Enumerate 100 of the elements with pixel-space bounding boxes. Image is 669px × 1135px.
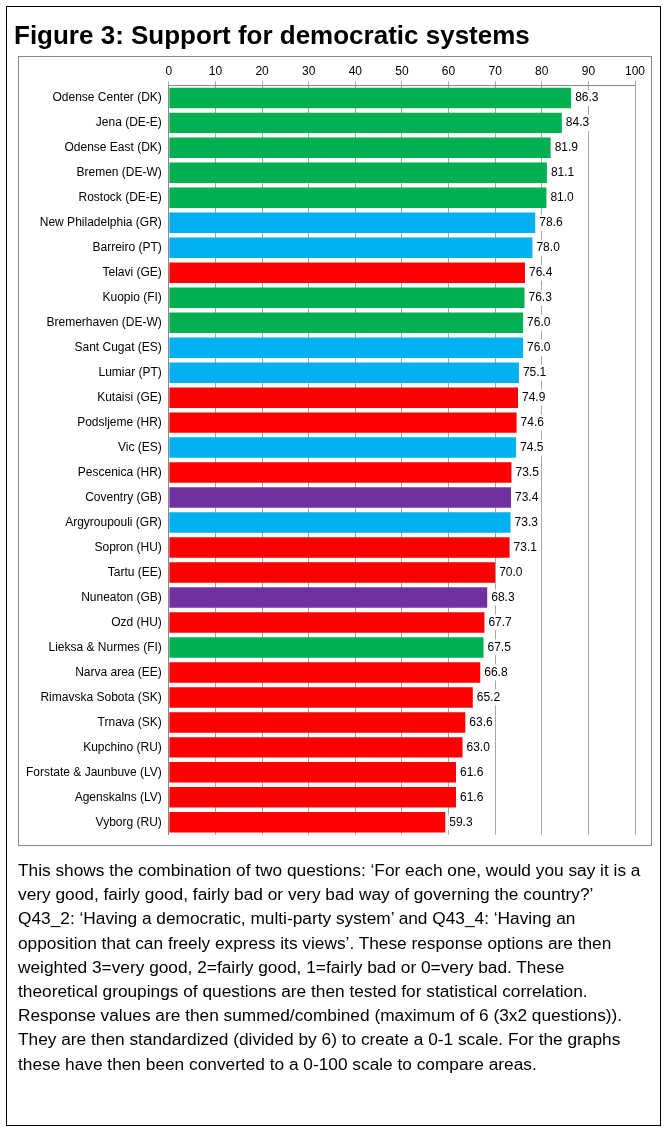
data-label: 63.0: [466, 739, 491, 754]
bar: [169, 137, 551, 159]
y-tick-label: Vyborg (RU): [95, 814, 162, 829]
bar: [169, 337, 524, 358]
x-tick-label: 80: [535, 63, 549, 78]
bar: [169, 312, 524, 333]
data-label: 76.4: [528, 265, 553, 280]
data-label: 61.6: [460, 764, 484, 779]
y-tick-label: Tartu (EE): [107, 564, 162, 579]
bar: [169, 237, 533, 259]
bar: [169, 412, 517, 433]
y-tick-label: Kupchino (RU): [83, 739, 162, 754]
x-tick-label: 90: [581, 63, 596, 78]
bar: [169, 487, 511, 508]
data-label: 73.1: [513, 539, 538, 554]
y-tick-label: Agenskalns (LV): [74, 789, 162, 804]
data-label: 70.0: [499, 564, 523, 579]
bar: [169, 587, 488, 608]
y-tick-label: Bremen (DE-W): [76, 165, 162, 180]
bar: [169, 762, 456, 783]
data-label: 74.9: [521, 389, 546, 404]
y-tick-label: Barreiro (PT): [92, 240, 162, 255]
data-label: 76.0: [527, 315, 551, 330]
data-label: 61.6: [460, 789, 484, 804]
y-tick-label: Argyroupouli (GR): [65, 514, 162, 529]
data-label: 76.3: [528, 290, 553, 305]
y-tick-label: Lumiar (PT): [98, 364, 162, 379]
data-label: 74.6: [520, 414, 545, 429]
data-label: 63.6: [469, 714, 493, 729]
y-tick-label: Jena (DE-E): [95, 115, 162, 130]
y-tick-label: Lieksa & Nurmes (FI): [48, 639, 162, 654]
y-tick-label: Rostock (DE-E): [78, 190, 162, 205]
x-tick-label: 100: [624, 63, 646, 78]
bar: [169, 162, 547, 184]
data-label: 74.5: [520, 439, 544, 454]
x-tick-label: 20: [255, 63, 270, 78]
data-label: 81.1: [550, 165, 575, 180]
bar: [169, 662, 481, 683]
data-label: 73.3: [514, 514, 539, 529]
y-tick-label: New Philadelphia (GR): [39, 215, 162, 230]
y-tick-label: Podsljeme (HR): [77, 414, 162, 429]
bar: [169, 512, 511, 533]
y-tick-label: Kutaisi (GE): [97, 389, 162, 404]
chart-title: Figure 3: Support for democratic systems: [14, 20, 530, 51]
bar: [169, 212, 536, 234]
bar: [169, 362, 519, 383]
y-tick-label: Odense Center (DK): [52, 90, 162, 105]
x-tick-label: 0: [165, 63, 173, 78]
y-tick-label: Pescenica (HR): [77, 464, 162, 479]
y-tick-label: Rimavska Sobota (SK): [40, 689, 162, 704]
data-label: 65.2: [476, 689, 501, 704]
bar: [169, 637, 484, 658]
bar: [169, 187, 547, 209]
bar: [169, 737, 463, 758]
bar: [169, 287, 525, 308]
data-label: 86.3: [575, 90, 599, 105]
bar: [169, 562, 496, 583]
y-tick-label: Vic (ES): [118, 439, 162, 454]
data-label: 81.0: [550, 190, 575, 205]
bar: [169, 387, 518, 408]
data-label: 75.1: [522, 364, 547, 379]
bar: [169, 437, 517, 458]
bar: [169, 687, 473, 708]
bar: [169, 462, 512, 483]
y-tick-label: Bremerhaven (DE-W): [46, 315, 162, 330]
x-tick-label: 30: [302, 63, 316, 78]
x-tick-label: 40: [348, 63, 363, 78]
data-label: 78.0: [536, 240, 561, 255]
x-tick-label: 50: [395, 63, 409, 78]
x-tick-label: 70: [488, 63, 503, 78]
y-tick-label: Narva area (EE): [75, 664, 162, 679]
data-label: 73.4: [515, 489, 539, 504]
bar: [169, 812, 446, 833]
y-tick-label: Trnava (SK): [97, 714, 162, 729]
y-tick-label: Forstate & Jaunbuve (LV): [26, 764, 162, 779]
text: This shows the combination of two questions: ‘For each one, would you say it is a very good, fairly good, fairly bad or very bad way of governing the country?’ Q43_2: ‘Having a democratic, multi-party system’ and Q43_4: ‘Having an opposition that can freely express its views’. These response options are then weighted 3=very good, 2=fairly good, 1=fairly bad or 0=very bad. These theoretical groupings of questions are then tested for statistical correlation. Response values are then summed/combined (maximum of 6 (3x2 questions)). They are then standardized (divided by 6) to create a 0-1 scale. For the graphs these have then been converted to a 0-100 scale to compare areas.: [18, 860, 641, 1074]
data-label: 84.3: [565, 115, 590, 130]
bar: [169, 712, 466, 733]
bar: [169, 112, 562, 134]
y-tick-label: Kuopio (FI): [102, 290, 162, 305]
bar: [169, 787, 456, 808]
data-label: 67.5: [487, 639, 512, 654]
data-label: 81.9: [554, 140, 579, 155]
x-tick-label: 60: [441, 63, 456, 78]
y-tick-label: Coventry (GB): [85, 489, 162, 504]
x-tick-label: 10: [208, 63, 223, 78]
y-tick-label: Sopron (HU): [94, 539, 162, 554]
bar: [169, 262, 525, 283]
data-label: 68.3: [491, 589, 515, 604]
y-tick-label: Odense East (DK): [64, 140, 162, 155]
y-tick-label: Ozd (HU): [111, 614, 162, 629]
data-label: 73.5: [515, 464, 540, 479]
data-label: 59.3: [449, 814, 473, 829]
data-label: 67.7: [488, 614, 513, 629]
y-tick-label: Sant Cugat (ES): [74, 340, 162, 354]
y-tick-label: Nuneaton (GB): [81, 589, 162, 604]
data-label: 66.8: [484, 664, 508, 679]
data-label: 78.6: [539, 215, 563, 230]
bar: [169, 87, 572, 109]
bar: [169, 612, 485, 633]
